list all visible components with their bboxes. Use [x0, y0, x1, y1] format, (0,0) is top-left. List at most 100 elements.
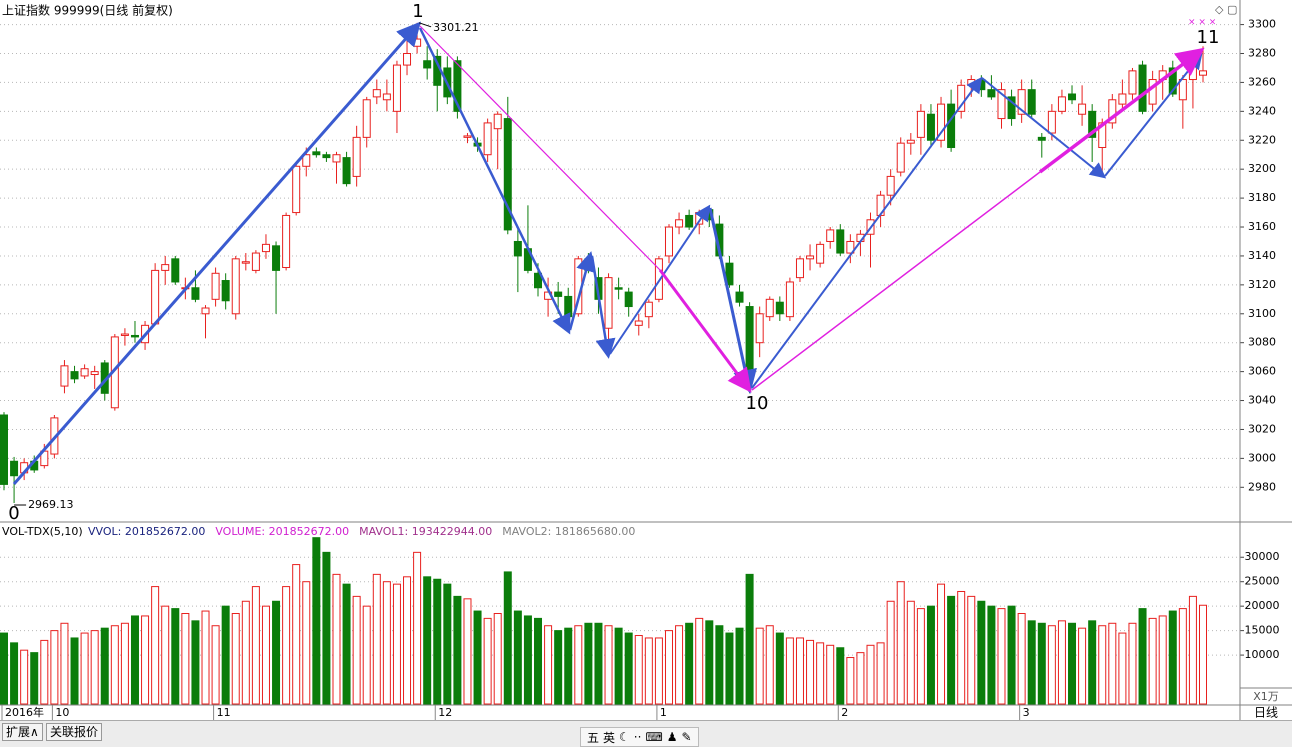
candle-body [967, 79, 976, 86]
vol-legend: MAVOL2: 181865680.00 [502, 525, 635, 538]
volume-bar [80, 632, 89, 705]
wave-label: 0 [8, 503, 19, 524]
candle-body [846, 240, 855, 254]
volume-bar [1118, 632, 1127, 705]
y-tick-label: 10000 [1245, 648, 1280, 661]
candle-body [775, 301, 784, 315]
volume-bar [312, 537, 321, 705]
toolbar: 五 英 ☾ ⋅⋅ ⌨ ♟ ✎ [580, 727, 699, 747]
volume-bar [574, 625, 583, 705]
tool-icon[interactable]: ✎ [681, 730, 692, 744]
volume-bar [806, 639, 815, 705]
volume-bar [544, 625, 553, 705]
y-tick-label: 2980 [1248, 480, 1276, 493]
wave-line [419, 25, 661, 271]
toolbar-button[interactable]: 英 [603, 730, 616, 745]
candle-body [423, 60, 432, 69]
volume-bar [60, 622, 69, 705]
volume-bar [241, 600, 250, 705]
candle-body [120, 333, 129, 336]
high-label: 3301.21 [433, 21, 479, 34]
dots-icon[interactable]: ⋅⋅ [633, 730, 642, 744]
candle-body [997, 89, 1006, 120]
y-tick-label: 25000 [1245, 575, 1280, 588]
candle-body [1007, 96, 1016, 120]
volume-bar [584, 622, 593, 705]
y-tick-label: 20000 [1245, 599, 1280, 612]
volume-bar [10, 642, 19, 705]
volume-bar [715, 625, 724, 705]
volume-bar [30, 652, 39, 705]
wave-line [708, 207, 757, 394]
tab[interactable]: 关联报价 [46, 723, 103, 741]
x-tick-label: 11 [217, 706, 231, 719]
wave-line [981, 77, 1107, 179]
volume-bar [785, 637, 794, 705]
y-tick-label: 3280 [1248, 47, 1276, 60]
y-tick-label: 30000 [1245, 550, 1280, 563]
candle-body [926, 113, 935, 141]
candle-body [10, 460, 19, 477]
period-label[interactable]: 日线 [1254, 706, 1278, 720]
candle-body [241, 261, 250, 264]
volume-bar [322, 551, 331, 705]
candle-body [0, 414, 8, 485]
candle-body [957, 84, 966, 112]
candle-body [765, 298, 774, 318]
volume-bar [614, 627, 623, 705]
user-icon[interactable]: ♟ [666, 730, 678, 744]
volume-bar [745, 573, 754, 705]
volume-bar [866, 644, 875, 705]
toolbar-button[interactable]: 五 [587, 730, 600, 745]
volume-bar [20, 649, 29, 705]
volume-bar [594, 622, 603, 705]
candle-body [251, 252, 260, 271]
candle-body [634, 320, 643, 326]
moon-icon[interactable]: ☾ [619, 730, 630, 744]
volume-bar [453, 595, 462, 705]
candle-body [896, 142, 905, 173]
wave-annotations: × × × ◇ ▢ [12, 3, 1237, 485]
volume-bar [352, 595, 361, 705]
high-pointer [418, 22, 432, 28]
volume-bar [292, 564, 301, 705]
y-tick-label: 3020 [1248, 422, 1276, 435]
keyboard-icon[interactable]: ⌨ [645, 730, 663, 744]
y-tick-label: 3180 [1248, 191, 1276, 204]
volume-bar [90, 630, 99, 705]
volume-bar [221, 605, 230, 705]
volume-bar [251, 586, 260, 705]
tab[interactable]: 扩展∧ [2, 723, 43, 741]
x-tick-label: 2016年 [5, 705, 44, 719]
volume-bar [141, 615, 150, 705]
candle-body [916, 110, 925, 138]
wave-line [1038, 47, 1205, 174]
window-icon[interactable]: ◇ ▢ [1215, 3, 1237, 16]
candle-body [201, 307, 210, 315]
candle-body [503, 118, 512, 231]
volume-bar [906, 600, 915, 705]
volume-bar [493, 613, 502, 705]
candle-body [292, 165, 301, 214]
y-tick-label: 3100 [1248, 307, 1276, 320]
volume-bar [644, 637, 653, 705]
volume-bar [554, 630, 563, 705]
candle-body [1138, 64, 1147, 112]
candle-body [987, 89, 996, 98]
x-tick-label: 3 [1023, 706, 1030, 719]
volume-bar [1178, 608, 1187, 705]
y-tick-label: 3080 [1248, 336, 1276, 349]
candle-body [624, 291, 633, 308]
wave-line [658, 269, 752, 393]
candle-body [513, 240, 522, 257]
candle-body [675, 219, 684, 228]
candle-body [1068, 93, 1077, 101]
volume-bar [795, 637, 804, 705]
candle-body [302, 154, 311, 167]
volume-bar [302, 581, 311, 705]
volume-bar [1108, 622, 1117, 705]
volume-bar [654, 637, 663, 705]
volume-bar [403, 576, 412, 705]
volume-bar [362, 605, 371, 705]
